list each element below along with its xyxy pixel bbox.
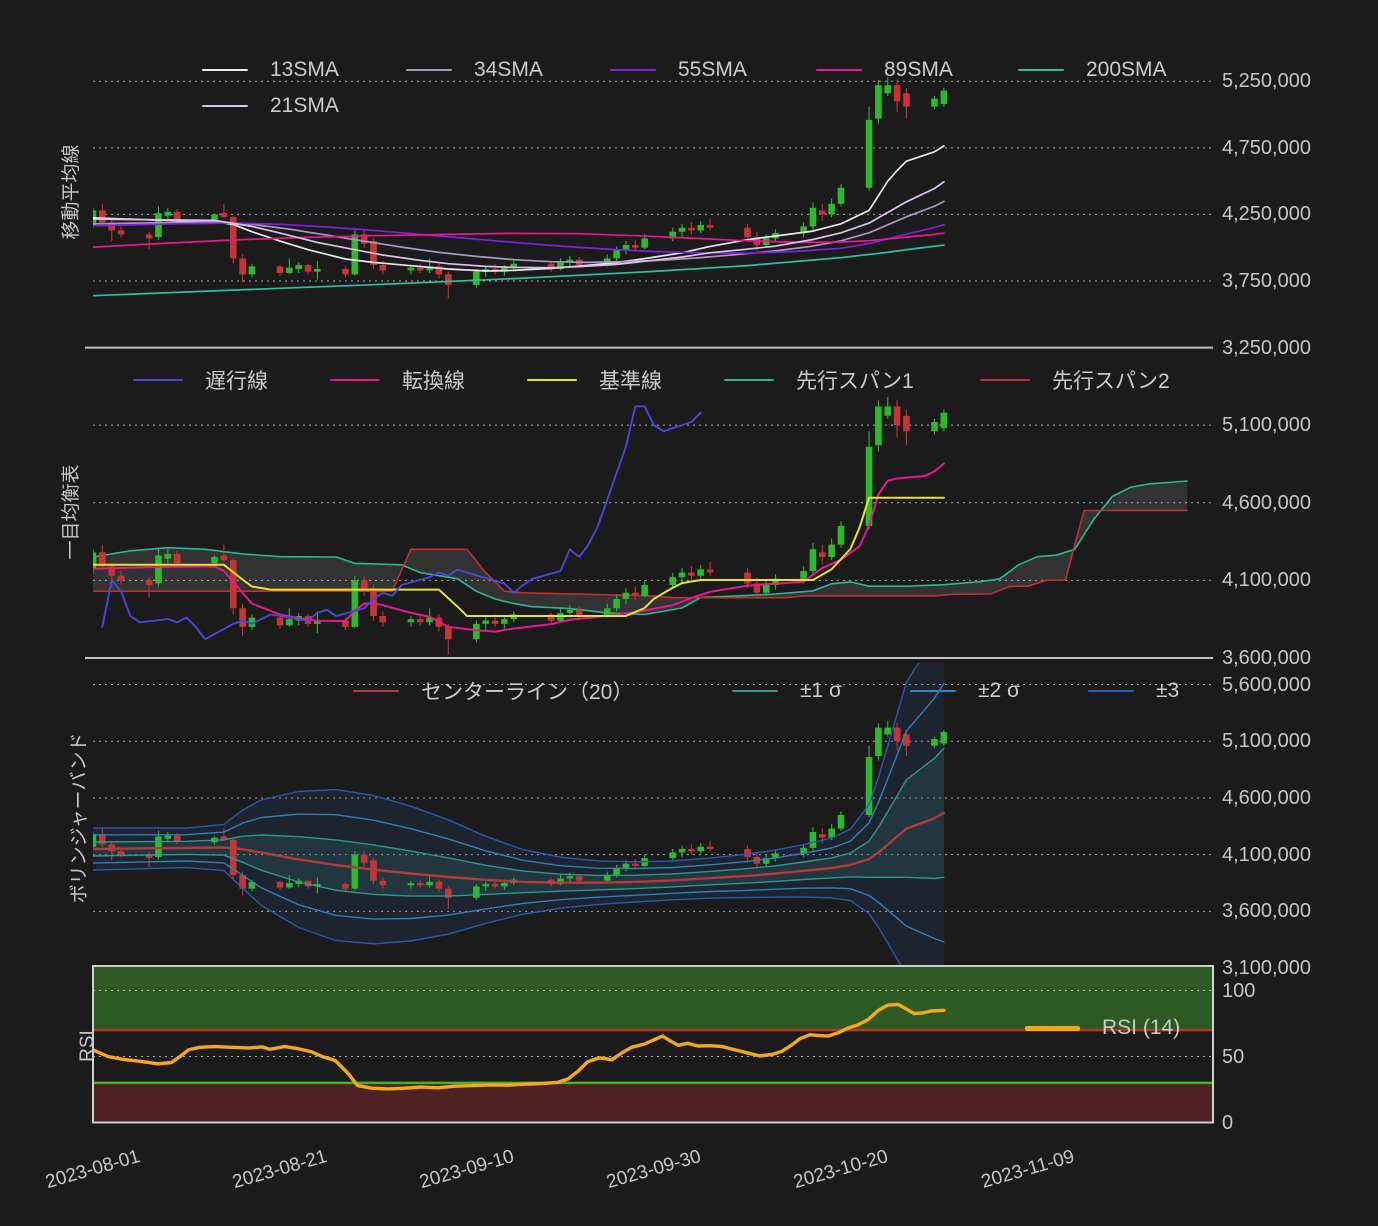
chart-canvas[interactable]	[0, 0, 1378, 1226]
technical-chart-page: { "page": { "background": "#1b1b1b", "te…	[0, 0, 1378, 1226]
